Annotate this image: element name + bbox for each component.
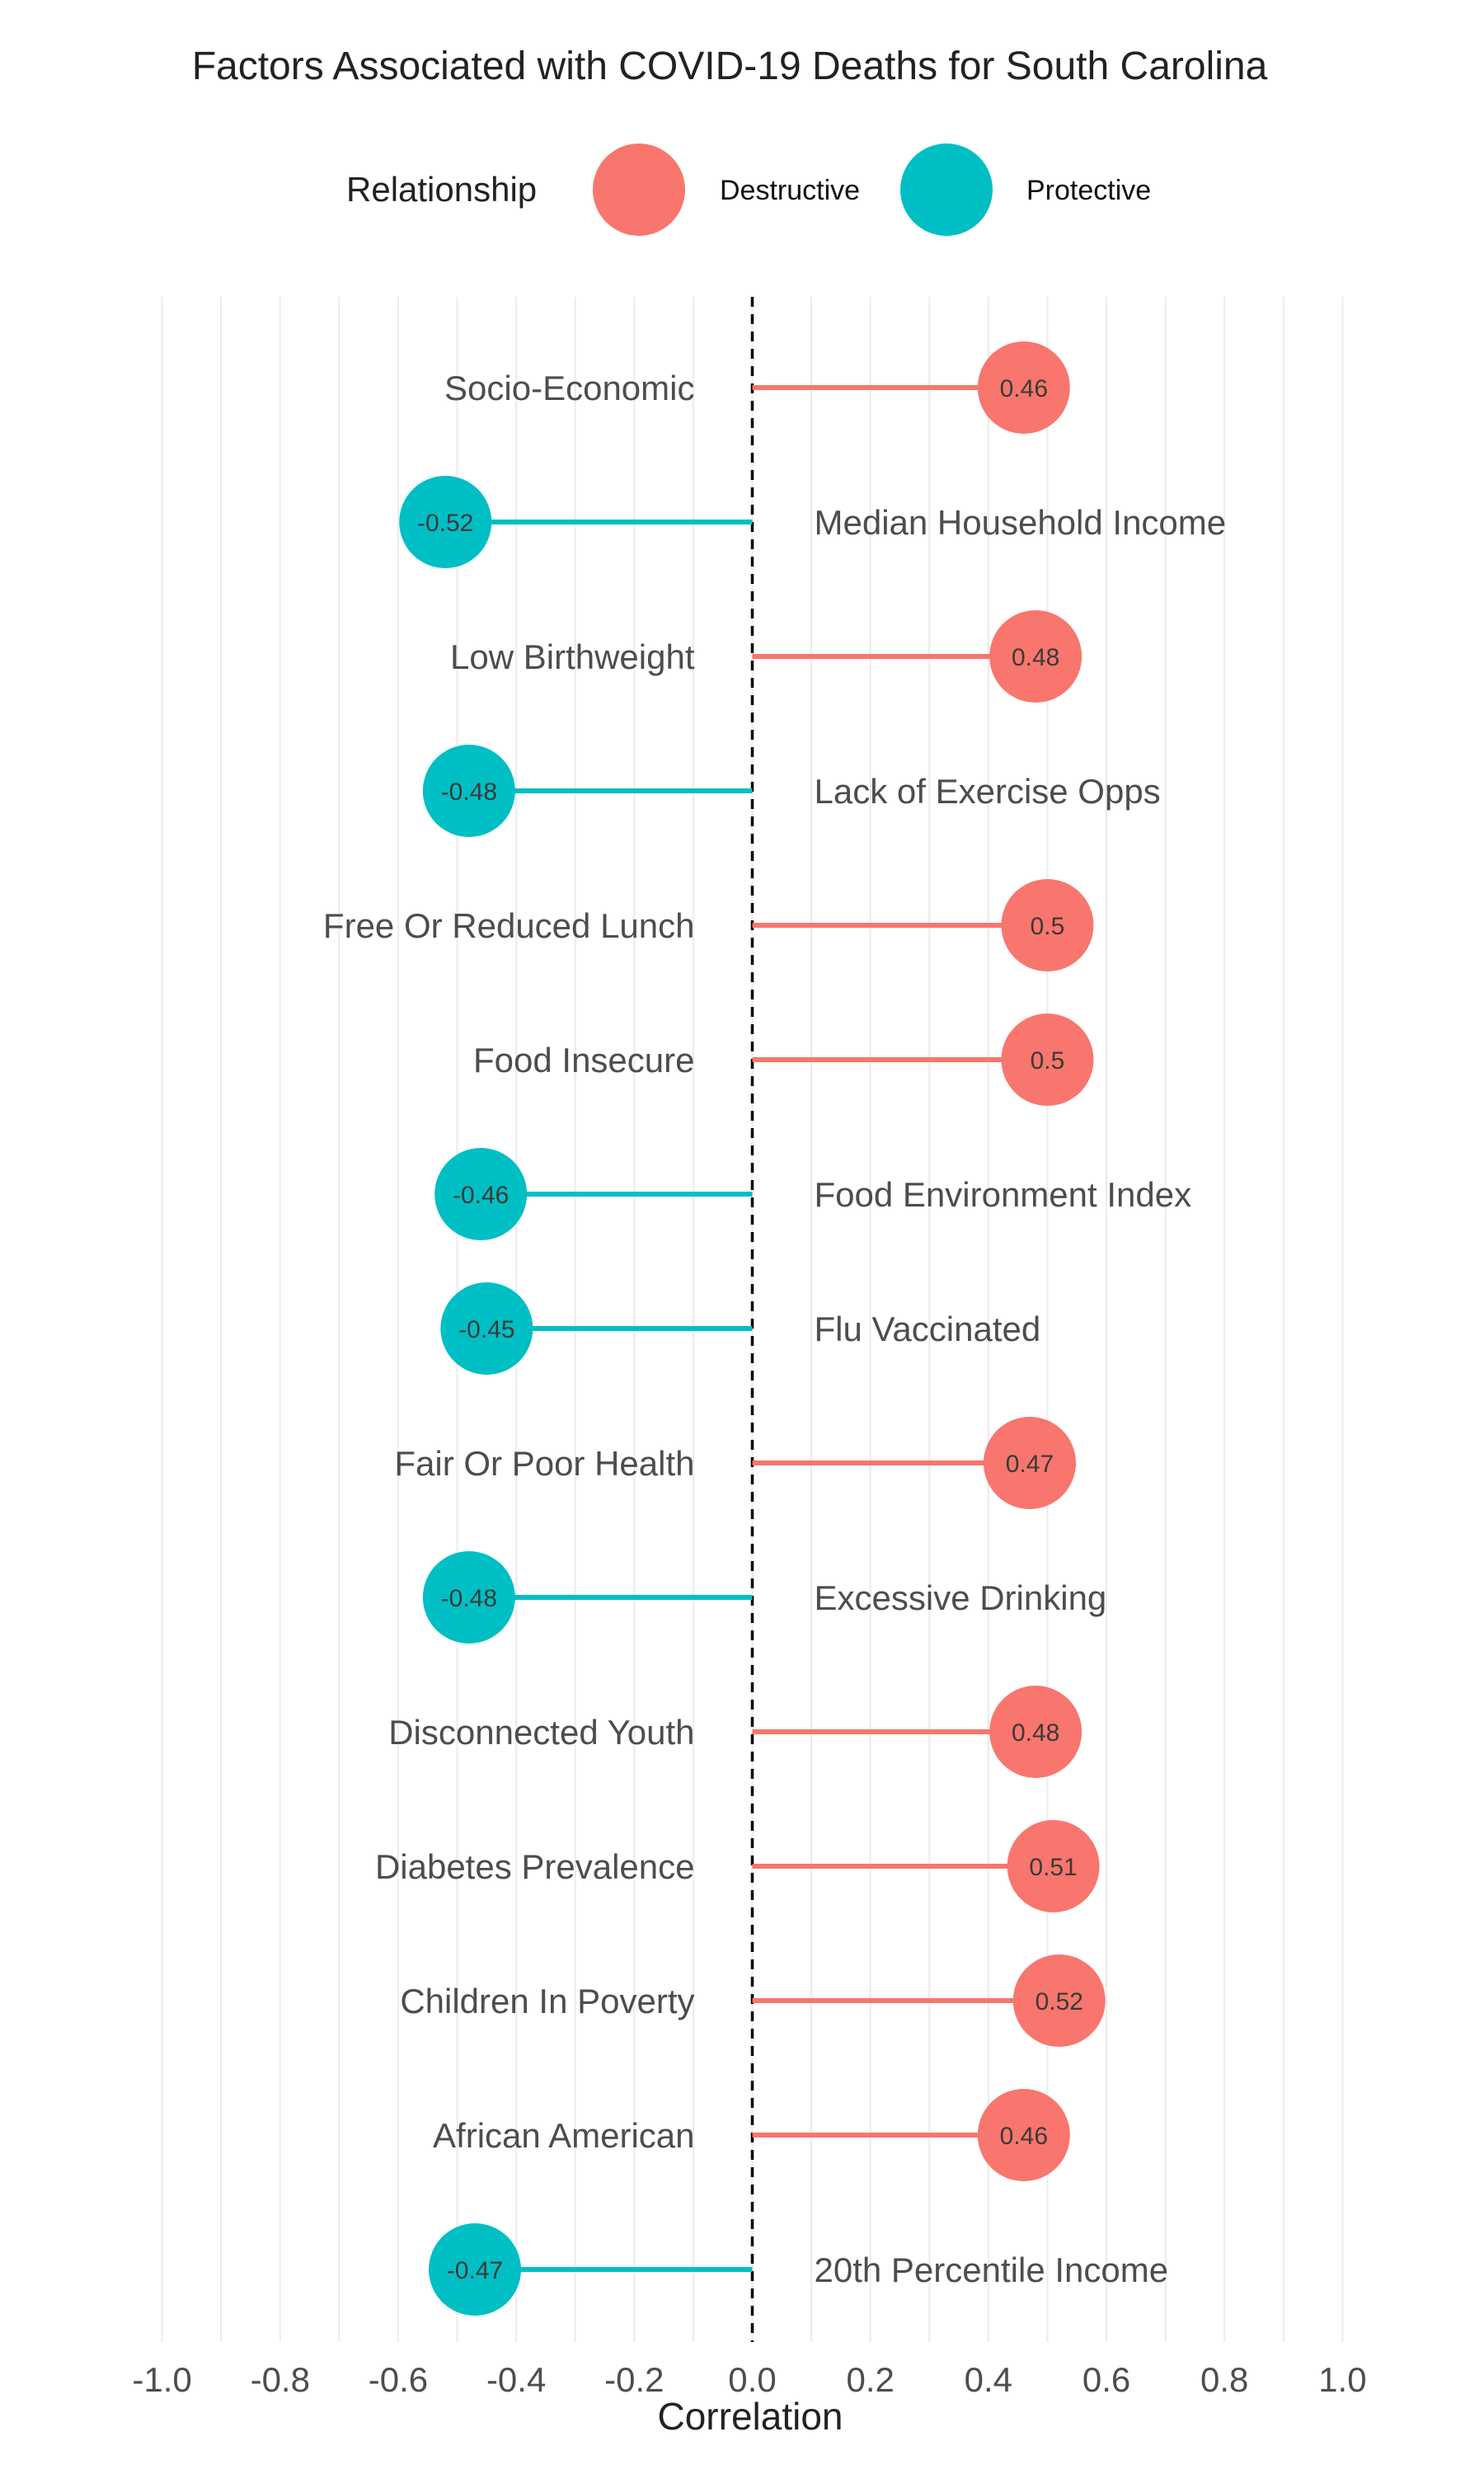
legend: Relationship Destructive Protective bbox=[346, 143, 1151, 236]
x-tick-label: -0.6 bbox=[369, 2360, 428, 2399]
value-label: 0.52 bbox=[1036, 1988, 1083, 2015]
legend-label: Protective bbox=[1026, 175, 1151, 206]
category-label: Lack of Exercise Opps bbox=[815, 772, 1161, 811]
category-label: African American bbox=[433, 2116, 694, 2155]
category-label: Food Insecure bbox=[473, 1041, 695, 1079]
lollipop-point bbox=[989, 610, 1082, 703]
x-tick-label: 0.0 bbox=[728, 2360, 776, 2399]
category-label: Children In Poverty bbox=[400, 1982, 694, 2020]
category-label: 20th Percentile Income bbox=[815, 2251, 1169, 2289]
x-tick-label: 0.4 bbox=[965, 2360, 1012, 2399]
lollipop-point bbox=[440, 1282, 533, 1375]
lollipop-point bbox=[983, 1417, 1076, 1509]
x-tick-label: -0.8 bbox=[251, 2360, 310, 2399]
lollipop-point bbox=[429, 2223, 522, 2316]
category-label: Food Environment Index bbox=[815, 1175, 1192, 1214]
category-label: Excessive Drinking bbox=[815, 1578, 1107, 1617]
lollipop-point bbox=[1012, 1954, 1106, 2047]
lollipop-point bbox=[1001, 879, 1094, 971]
x-tick-label: 0.2 bbox=[846, 2360, 894, 2399]
chart-title: Factors Associated with COVID-19 Deaths … bbox=[192, 45, 1268, 88]
legend-swatch bbox=[900, 143, 993, 236]
value-label: 0.48 bbox=[1012, 1719, 1059, 1747]
lollipop-point bbox=[989, 1686, 1082, 1778]
category-label: Fair Or Poor Health bbox=[394, 1444, 694, 1483]
lollipop-point bbox=[1007, 1820, 1100, 1912]
legend-title: Relationship bbox=[346, 170, 537, 209]
x-tick-label: -1.0 bbox=[132, 2360, 191, 2399]
x-tick-label: 1.0 bbox=[1318, 2360, 1366, 2399]
value-label: 0.46 bbox=[1000, 375, 1048, 402]
value-label: 0.47 bbox=[1006, 1451, 1054, 1478]
lollipop-point bbox=[434, 1148, 528, 1240]
lollipop-point bbox=[422, 745, 515, 837]
legend-swatch bbox=[593, 143, 685, 236]
data-marks: 0.46 Socio-Economic -0.52 Median Household … bbox=[323, 341, 1226, 2316]
legend-label: Destructive bbox=[720, 175, 860, 206]
value-label: 0.5 bbox=[1031, 913, 1065, 940]
x-tick-label: -0.2 bbox=[604, 2360, 664, 2399]
category-label: Socio-Economic bbox=[444, 369, 694, 407]
x-axis-label: Correlation bbox=[658, 2395, 843, 2438]
x-tick-label: 0.8 bbox=[1200, 2360, 1248, 2399]
category-label: Median Household Income bbox=[815, 503, 1227, 542]
value-label: 0.51 bbox=[1029, 1854, 1077, 1881]
category-label: Disconnected Youth bbox=[388, 1713, 694, 1752]
lollipop-point bbox=[977, 341, 1070, 434]
value-label: 0.5 bbox=[1031, 1047, 1065, 1075]
lollipop-point bbox=[977, 2089, 1070, 2181]
value-label: -0.48 bbox=[441, 1585, 497, 1612]
x-axis: -1.0 -0.8 -0.6 -0.4 -0.2 0.0 0.2 0.4 0.6 0.8 1.0 bbox=[132, 2360, 1366, 2399]
value-label: -0.46 bbox=[453, 1182, 509, 1209]
category-label: Low Birthweight bbox=[450, 637, 695, 676]
lollipop-point bbox=[422, 1551, 515, 1644]
lollipop-point bbox=[1001, 1014, 1094, 1106]
value-label: -0.52 bbox=[417, 510, 473, 537]
value-label: -0.47 bbox=[447, 2257, 503, 2284]
value-label: 0.46 bbox=[1000, 2123, 1048, 2150]
value-label: 0.48 bbox=[1012, 644, 1059, 671]
category-label: Flu Vaccinated bbox=[815, 1310, 1041, 1348]
value-label: -0.48 bbox=[441, 778, 497, 806]
category-label: Free Or Reduced Lunch bbox=[323, 906, 695, 945]
x-tick-label: -0.4 bbox=[486, 2360, 546, 2399]
x-tick-label: 0.6 bbox=[1082, 2360, 1130, 2399]
category-label: Diabetes Prevalence bbox=[375, 1847, 695, 1886]
value-label: -0.45 bbox=[458, 1316, 514, 1343]
lollipop-point bbox=[399, 476, 492, 568]
